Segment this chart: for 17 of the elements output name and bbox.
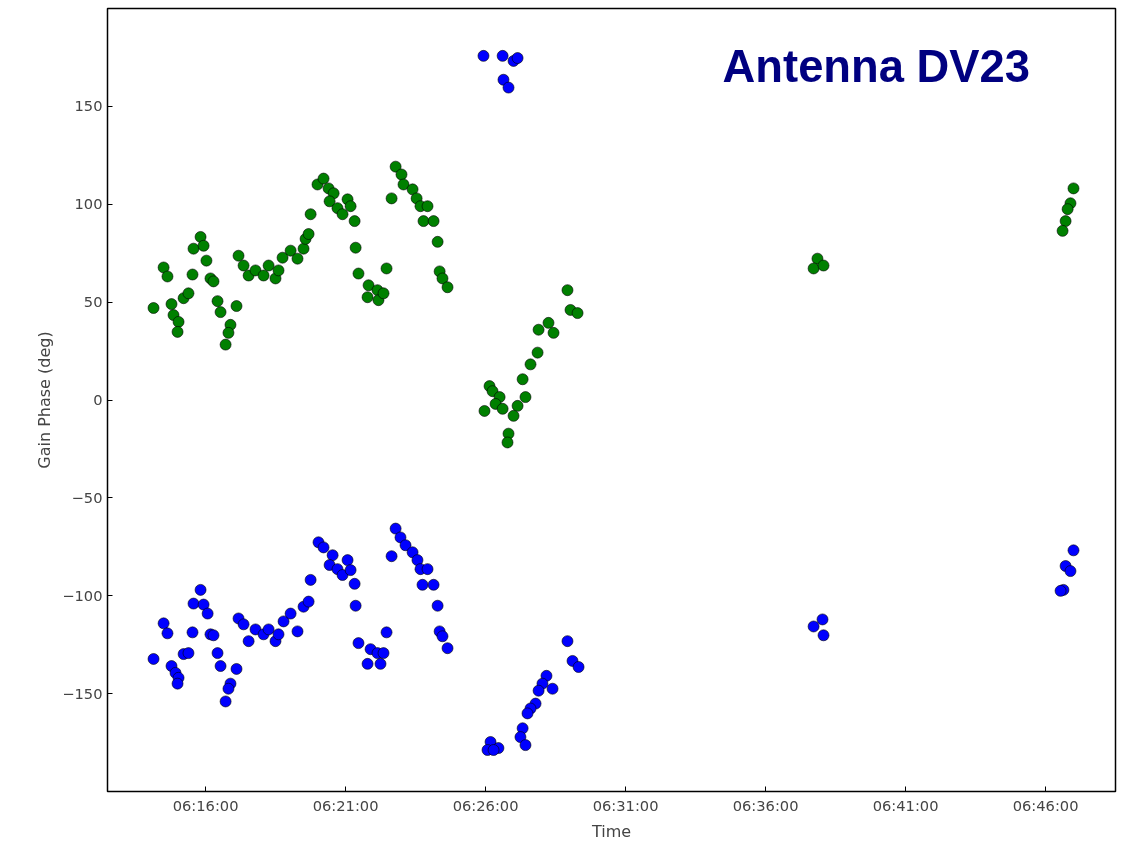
y-tick-label: −100 [62,586,103,604]
y-axis-title: Gain Phase (deg) [35,331,55,469]
y-tick-label: 50 [83,293,103,311]
y-tick-label: 100 [74,195,103,213]
x-axis-title: Time [590,821,632,841]
x-tick-label: 06:16:00 [172,796,239,814]
x-tick-label: 06:21:00 [312,796,379,814]
y-tick-label: 0 [93,391,103,408]
x-tick-label: 06:46:00 [1012,796,1079,814]
y-tick-label: −50 [71,488,103,506]
text: Antenna DV23 [722,40,1030,92]
y-tick-label: −150 [62,684,103,702]
x-tick-label: 06:36:00 [732,796,799,814]
x-tick-label: 06:41:00 [872,796,939,814]
x-tick-label: 06:26:00 [452,796,519,814]
y-tick-label: 150 [74,97,103,115]
x-tick-label: 06:31:00 [592,796,659,814]
